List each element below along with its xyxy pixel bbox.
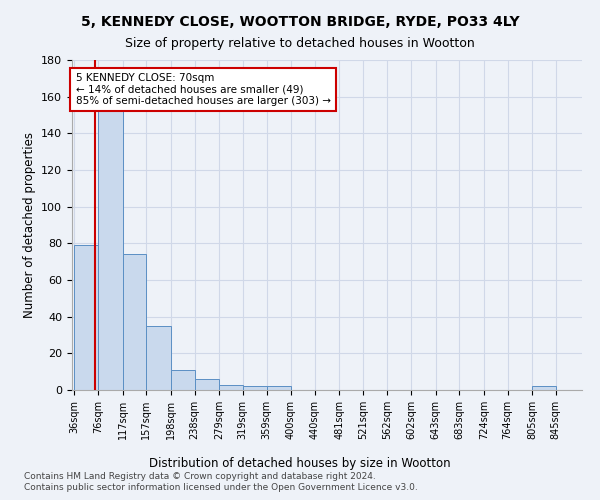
Text: Size of property relative to detached houses in Wootton: Size of property relative to detached ho… xyxy=(125,38,475,51)
Text: 5 KENNEDY CLOSE: 70sqm
← 14% of detached houses are smaller (49)
85% of semi-det: 5 KENNEDY CLOSE: 70sqm ← 14% of detached… xyxy=(76,73,331,106)
Bar xyxy=(219,384,243,390)
Bar xyxy=(74,245,98,390)
Bar xyxy=(171,370,194,390)
Text: Contains HM Land Registry data © Crown copyright and database right 2024.: Contains HM Land Registry data © Crown c… xyxy=(24,472,376,481)
Bar xyxy=(532,386,556,390)
Bar xyxy=(243,386,266,390)
Bar xyxy=(122,254,146,390)
Y-axis label: Number of detached properties: Number of detached properties xyxy=(23,132,35,318)
Text: Distribution of detached houses by size in Wootton: Distribution of detached houses by size … xyxy=(149,458,451,470)
Text: 5, KENNEDY CLOSE, WOOTTON BRIDGE, RYDE, PO33 4LY: 5, KENNEDY CLOSE, WOOTTON BRIDGE, RYDE, … xyxy=(80,15,520,29)
Bar xyxy=(194,379,219,390)
Text: Contains public sector information licensed under the Open Government Licence v3: Contains public sector information licen… xyxy=(24,484,418,492)
Bar xyxy=(146,326,171,390)
Bar xyxy=(266,386,291,390)
Bar xyxy=(98,112,122,390)
